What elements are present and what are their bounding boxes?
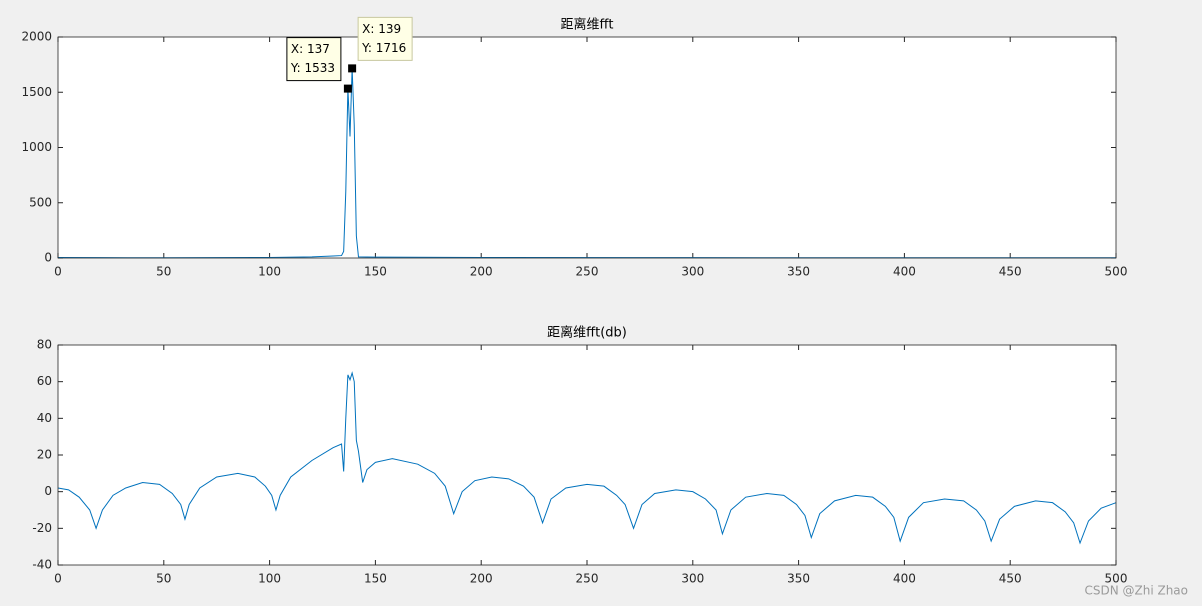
x-tick-label: 150	[364, 265, 387, 279]
y-tick-label: 1500	[21, 85, 52, 99]
x-tick-label: 300	[681, 265, 704, 279]
datatip-box	[357, 16, 413, 61]
x-tick-label: 500	[1105, 572, 1128, 586]
x-tick-label: 450	[999, 572, 1022, 586]
y-tick-label: 40	[37, 411, 52, 425]
x-tick-label: 0	[54, 265, 62, 279]
y-tick-label: 2000	[21, 30, 52, 44]
x-tick-label: 350	[787, 265, 810, 279]
axes-background	[58, 345, 1116, 565]
datatip-text: X: 139	[362, 22, 401, 36]
x-tick-label: 100	[258, 572, 281, 586]
x-tick-label: 450	[999, 265, 1022, 279]
y-tick-label: -20	[32, 521, 52, 535]
x-tick-label: 150	[364, 572, 387, 586]
chart-title: 距离维fft	[560, 17, 613, 33]
datatip-text: X: 137	[291, 42, 330, 56]
x-tick-label: 300	[681, 572, 704, 586]
y-tick-label: 1000	[21, 140, 52, 154]
watermark: CSDN @Zhi Zhao	[1084, 584, 1188, 598]
y-tick-label: 0	[44, 251, 52, 265]
axes-box	[57, 344, 1117, 566]
x-tick-label: 0	[54, 572, 62, 586]
y-tick-label: -40	[32, 558, 52, 572]
x-tick-label: 400	[893, 265, 916, 279]
data-line	[57, 371, 1117, 545]
datatip-text: Y: 1716	[361, 41, 406, 55]
x-tick-label: 500	[1105, 265, 1128, 279]
x-tick-label: 50	[156, 572, 171, 586]
datatip-marker	[343, 84, 352, 93]
x-tick-label: 400	[893, 572, 916, 586]
x-tick-label: 100	[258, 265, 281, 279]
y-tick-label: 80	[37, 338, 52, 352]
axes-box	[57, 36, 1117, 259]
y-tick-label: 0	[44, 484, 52, 498]
y-tick-label: 20	[37, 448, 52, 462]
axes-background	[58, 37, 1116, 258]
x-tick-label: 250	[576, 572, 599, 586]
chart-title: 距离维fft(db)	[547, 325, 627, 341]
x-tick-label: 200	[470, 572, 493, 586]
datatip-marker	[348, 64, 357, 73]
x-tick-label: 200	[470, 265, 493, 279]
x-tick-label: 50	[156, 265, 171, 279]
x-tick-label: 250	[576, 265, 599, 279]
datatip-box	[286, 37, 342, 82]
datatip-text: Y: 1533	[290, 61, 335, 75]
x-tick-label: 350	[787, 572, 810, 586]
y-tick-label: 60	[37, 374, 52, 388]
y-tick-label: 500	[29, 195, 52, 209]
data-line	[57, 68, 1116, 259]
